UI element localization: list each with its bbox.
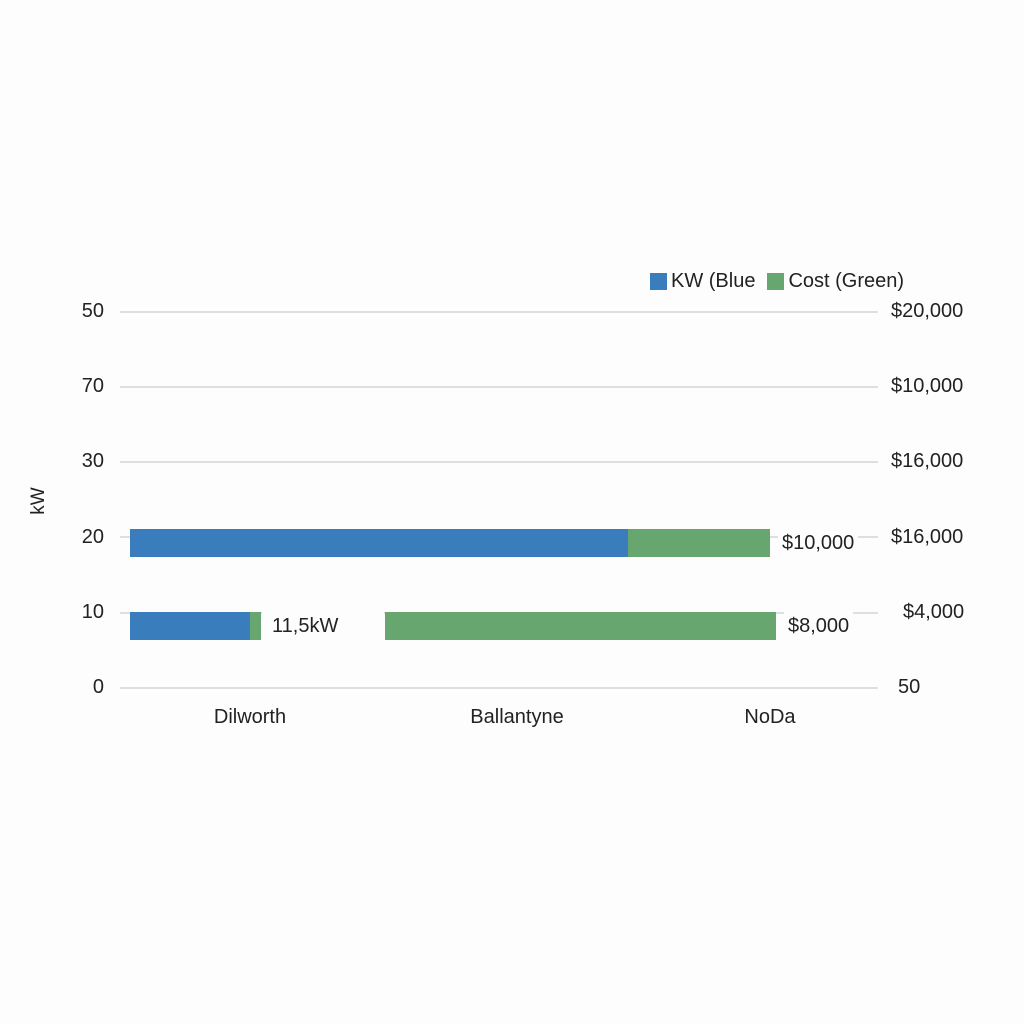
- bar-label-row2: $8,000: [784, 612, 854, 640]
- gridline: [120, 461, 878, 463]
- chart-legend: KW (Blue Cost (Green): [650, 268, 908, 294]
- y-tick-right: $10,000: [891, 375, 964, 397]
- y-axis-title: kW: [28, 487, 49, 515]
- bar-kw-row2: [130, 612, 250, 640]
- y-tick-left: 30: [81, 450, 104, 472]
- bar-cost-row1: [628, 529, 770, 557]
- bar-cost-row2-b: [385, 612, 776, 640]
- y-tick-right: $4,000: [903, 601, 965, 623]
- gridline: [120, 386, 878, 388]
- y-tick-right: 50: [898, 676, 921, 698]
- gridline: [120, 687, 878, 689]
- legend-swatch-blue-icon: [650, 272, 667, 290]
- legend-item-kw: KW (Blue: [650, 270, 755, 293]
- x-tick-ballantyne: Ballantyne: [470, 706, 564, 728]
- bar-inner-label-row2: 11,5kW: [262, 612, 384, 640]
- bar-label-row1: $10,000: [778, 529, 859, 557]
- legend-swatch-green-icon: [767, 272, 785, 290]
- y-tick-left: 50: [81, 300, 104, 322]
- y-tick-left: 10: [81, 601, 104, 623]
- y-tick-left: 0: [92, 676, 104, 698]
- legend-label-kw: KW (Blue: [671, 269, 756, 292]
- y-tick-right: $16,000: [891, 526, 964, 548]
- legend-item-cost: Cost (Green): [767, 270, 904, 293]
- x-tick-dilworth: Dilworth: [213, 706, 287, 728]
- y-tick-right: $20,000: [891, 300, 964, 322]
- gridline: [120, 311, 878, 313]
- x-tick-noda: NoDa: [744, 706, 796, 728]
- bar-cost-row2-a: [250, 612, 261, 640]
- y-tick-left: 20: [81, 526, 104, 548]
- y-tick-left: 70: [81, 375, 104, 397]
- legend-label-cost: Cost (Green): [788, 269, 905, 292]
- y-tick-right: $16,000: [891, 450, 964, 472]
- bar-kw-row1: [130, 529, 628, 557]
